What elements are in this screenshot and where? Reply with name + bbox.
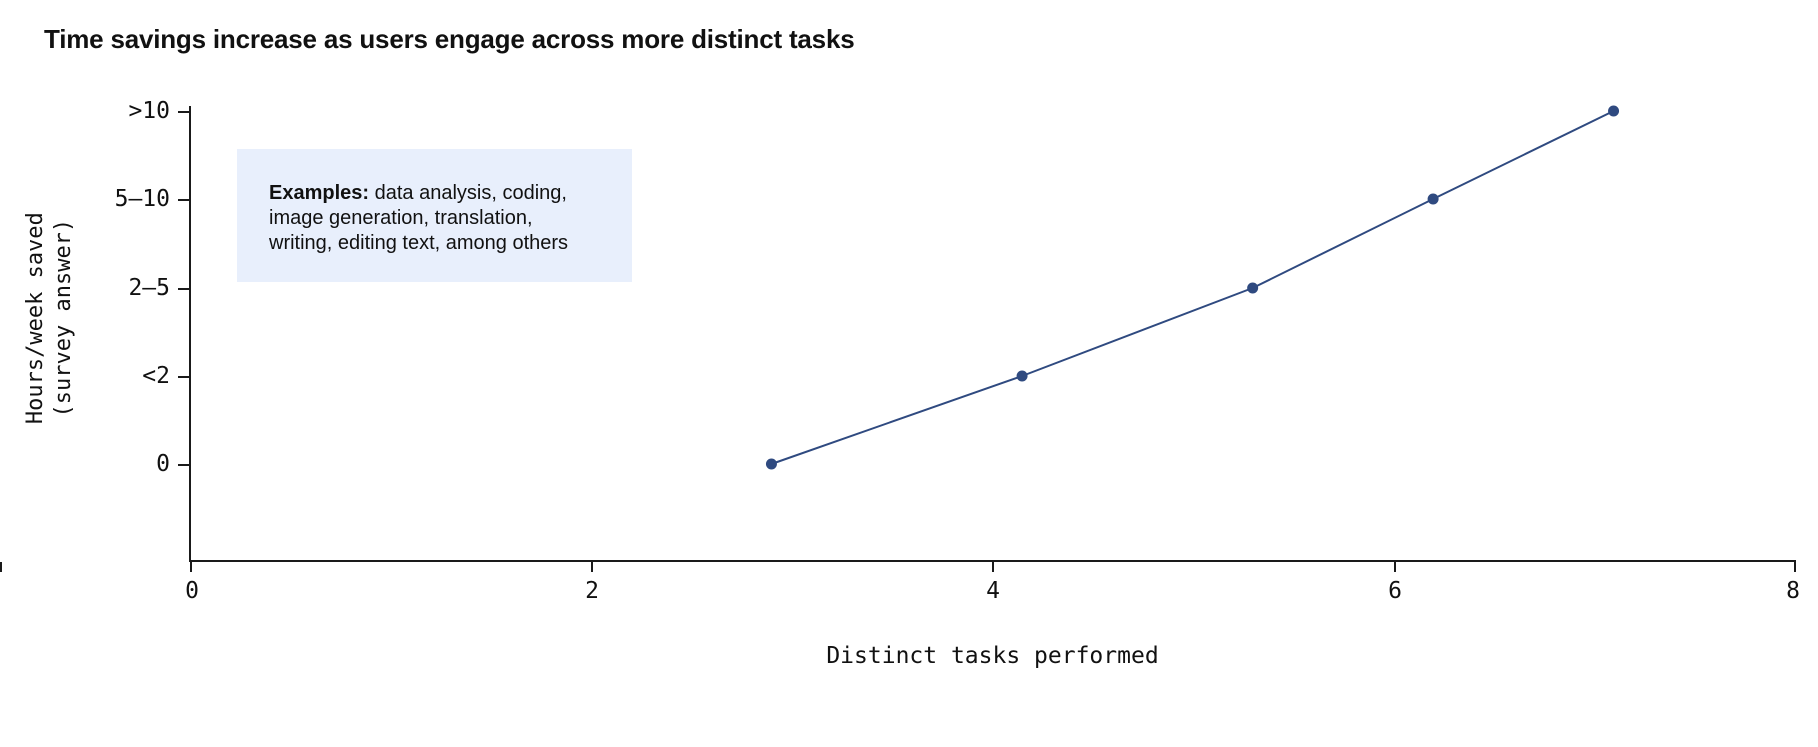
x-tick-label-4: 8 <box>1786 578 1800 604</box>
examples-callout-text: Examples: data analysis, coding, image g… <box>269 181 602 257</box>
examples-callout-line3: writing, editing text, among others <box>269 232 569 255</box>
data-point <box>1016 370 1028 382</box>
x-tick-label-2: 4 <box>986 578 1000 604</box>
x-tick-label-1: 2 <box>585 578 599 604</box>
y-tick-mark-2 <box>178 288 189 290</box>
data-point <box>765 458 777 470</box>
examples-callout-box: Examples: data analysis, coding, image g… <box>237 149 632 282</box>
series-markers <box>765 105 1620 470</box>
y-tick-mark-1 <box>178 376 189 378</box>
x-tick-mark-3 <box>1394 562 1396 572</box>
data-point <box>1427 193 1439 205</box>
data-point <box>1247 282 1259 294</box>
examples-callout-line1: data analysis, coding, <box>369 182 567 204</box>
data-point <box>1608 105 1620 117</box>
y-tick-mark-0 <box>178 464 189 466</box>
x-tick-mark-2 <box>992 562 994 572</box>
y-axis-line <box>189 106 191 562</box>
x-axis-title: Distinct tasks performed <box>826 643 1159 669</box>
series-line <box>770 110 1615 465</box>
x-tick-mark-1-holder <box>0 562 2 572</box>
y-tick-mark-4 <box>178 111 189 113</box>
examples-callout-line2: image generation, translation, <box>269 207 533 230</box>
x-tick-mark-0 <box>190 562 192 572</box>
page-title: Time savings increase as users engage ac… <box>44 24 855 54</box>
x-tick-mark-4 <box>1794 562 1796 572</box>
y-tick-mark-3 <box>178 199 189 201</box>
x-tick-label-3: 6 <box>1388 578 1402 604</box>
x-tick-mark-1 <box>591 562 593 572</box>
examples-callout-lead: Examples: <box>269 182 370 204</box>
x-axis-line <box>189 560 1796 562</box>
x-tick-label-0: 0 <box>185 578 199 604</box>
